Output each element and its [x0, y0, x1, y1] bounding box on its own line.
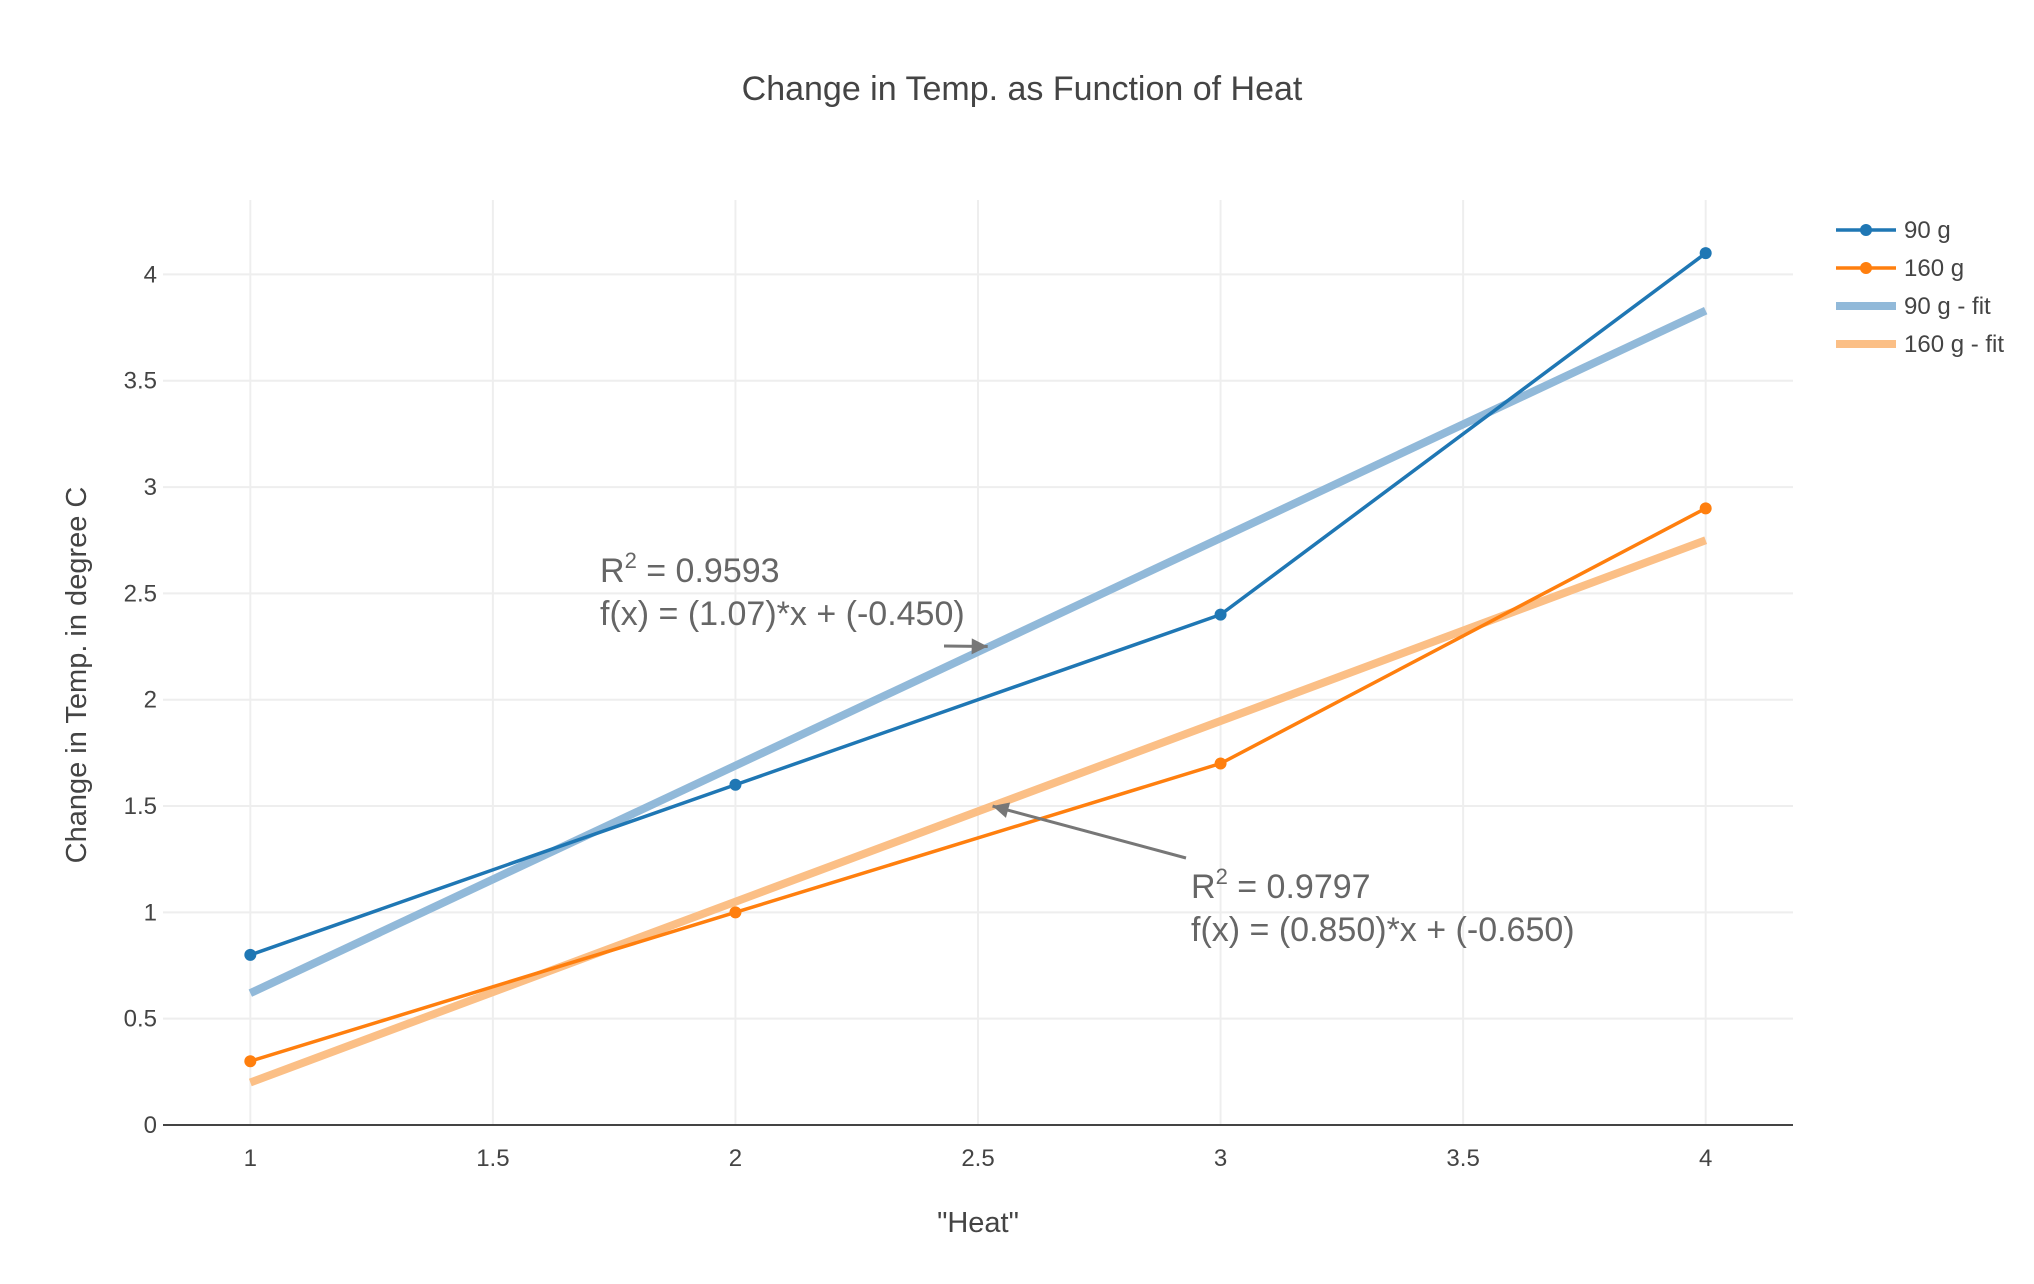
y-axis-title: Change in Temp. in degree C	[61, 487, 93, 864]
legend-item-90-g[interactable]: 90 g	[1836, 217, 1951, 244]
legend-label: 160 g	[1904, 255, 1964, 282]
series-line-90-g-fit	[248, 306, 1708, 997]
x-tick-label: 1.5	[476, 1145, 509, 1172]
legend-label: 90 g - fit	[1904, 293, 1991, 320]
annotation-r2-superscript: 2	[1216, 864, 1228, 889]
x-tick-label: 3	[1214, 1145, 1227, 1172]
chart-title: Change in Temp. as Function of Heat	[742, 70, 1303, 108]
y-tick-label: 4	[144, 261, 157, 288]
annotation-r2-value: = 0.9593	[637, 552, 780, 590]
x-tick-label: 1	[244, 1145, 257, 1172]
data-point-160-g	[729, 906, 742, 919]
y-tick-label: 3	[144, 474, 157, 501]
x-axis-title: "Heat"	[937, 1207, 1019, 1239]
annotation-arrow	[992, 804, 1187, 860]
series-line-90-g	[249, 251, 1707, 957]
y-tick-label: 2.5	[124, 580, 157, 607]
grid	[163, 200, 1793, 1125]
x-tick-label: 4	[1699, 1145, 1712, 1172]
annotation-equation: f(x) = (0.850)*x + (-0.650)	[1191, 911, 1575, 949]
annotation-equation: f(x) = (1.07)*x + (-0.450)	[600, 595, 965, 633]
data-point-90-g	[1214, 608, 1227, 621]
annotation-arrowhead	[971, 638, 988, 655]
legend-item-160-g[interactable]: 160 g	[1836, 255, 1964, 282]
legend[interactable]: 90 g 160 g 90 g - fit 160 g - fit	[1836, 217, 2004, 358]
annotation-r2-superscript: 2	[625, 548, 637, 573]
annotation-arrowhead	[992, 802, 1011, 818]
x-tick-label: 3.5	[1446, 1145, 1479, 1172]
series-layer	[244, 247, 1712, 1087]
y-tick-label: 0	[144, 1112, 157, 1139]
x-tick-label: 2.5	[961, 1145, 994, 1172]
data-point-90-g	[729, 778, 742, 791]
annotation-r2-label: R	[1191, 868, 1216, 906]
axes: 1 1.5 2 2.5 3 3.5 4 0 0.5 1 1.5 2 2.5 3 3.5 4	[124, 261, 1793, 1172]
x-tick-label: 2	[729, 1145, 742, 1172]
annotation-r2: R2 = 0.9797	[1191, 864, 1371, 906]
data-point-90-g	[1699, 247, 1712, 260]
legend-item-160-g-fit[interactable]: 160 g - fit	[1836, 331, 2004, 358]
y-tick-label: 1.5	[124, 793, 157, 820]
y-tick-label: 2	[144, 687, 157, 714]
annotation-r2-label: R	[600, 552, 625, 590]
legend-marker	[1860, 224, 1872, 236]
legend-label: 90 g	[1904, 217, 1951, 244]
y-tick-label: 3.5	[124, 368, 157, 395]
data-point-160-g	[1699, 502, 1712, 515]
data-point-160-g	[244, 1055, 257, 1068]
y-tick-label: 0.5	[124, 1006, 157, 1033]
y-tick-label: 1	[144, 899, 157, 926]
data-point-160-g	[1214, 757, 1227, 770]
annotation-r2-value: = 0.9797	[1228, 868, 1371, 906]
legend-marker	[1860, 262, 1872, 274]
series-line-160-g-fit	[248, 536, 1708, 1087]
annotation-r2: R2 = 0.9593	[600, 548, 780, 590]
data-point-90-g	[244, 948, 257, 961]
legend-label: 160 g - fit	[1904, 331, 2004, 358]
legend-item-90-g-fit[interactable]: 90 g - fit	[1836, 293, 1991, 320]
series-line-160-g	[249, 506, 1707, 1063]
